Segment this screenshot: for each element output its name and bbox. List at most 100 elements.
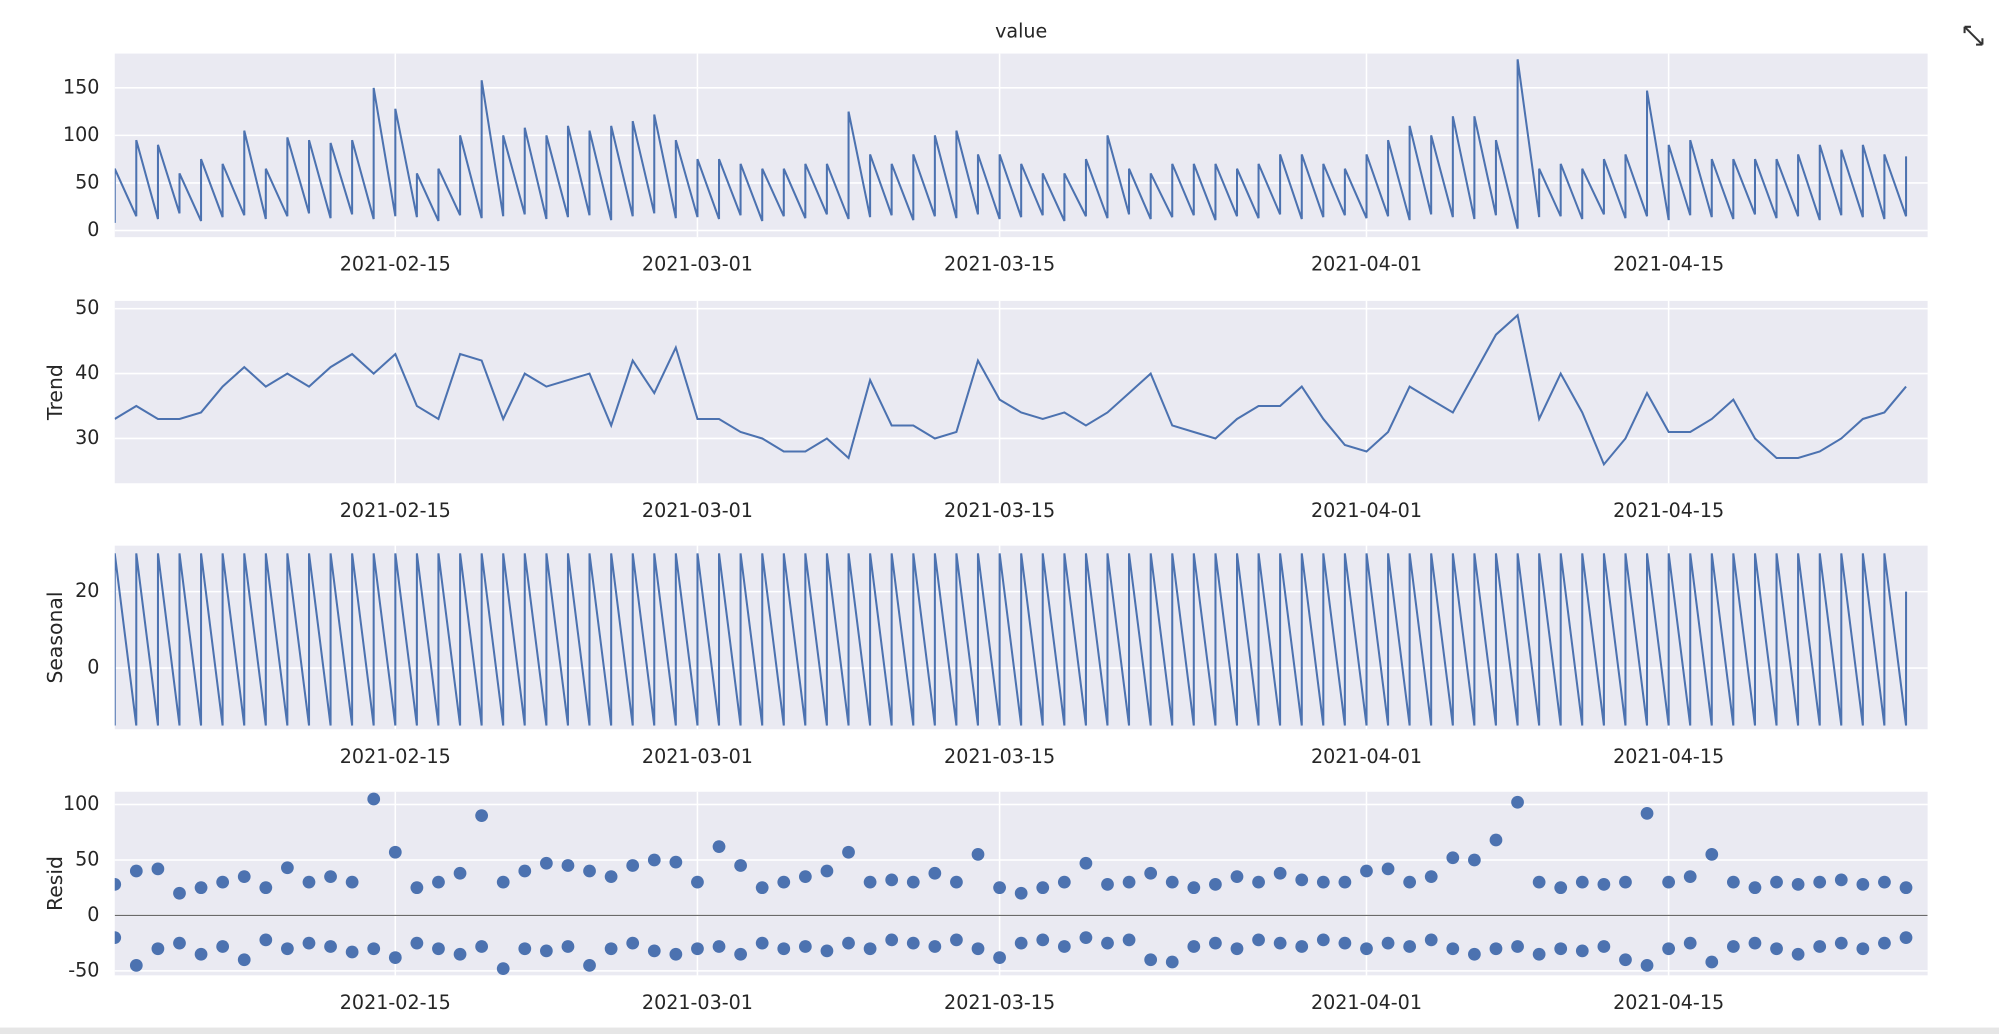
- point: [1403, 875, 1417, 889]
- x-tick-label: 2021-04-01: [1311, 745, 1422, 768]
- point: [885, 933, 899, 947]
- point: [777, 942, 791, 956]
- point: [475, 809, 489, 822]
- point: [281, 942, 294, 956]
- x-tick-label: 2021-04-15: [1613, 991, 1724, 1014]
- point: [1252, 875, 1265, 889]
- point: [1511, 795, 1524, 809]
- point: [324, 940, 337, 953]
- point: [691, 942, 704, 956]
- point: [216, 875, 230, 889]
- point: [388, 845, 402, 859]
- point: [539, 944, 553, 958]
- y-tick-label: 100: [63, 123, 99, 146]
- point: [906, 936, 920, 950]
- point: [1424, 870, 1438, 883]
- point: [1748, 936, 1762, 950]
- point: [1036, 933, 1050, 947]
- point: [1316, 875, 1330, 889]
- point: [1619, 875, 1632, 889]
- point: [755, 881, 769, 895]
- point: [324, 870, 337, 883]
- point: [1187, 940, 1201, 953]
- line: [114, 313, 1907, 467]
- y-tick-label: 0: [87, 656, 99, 679]
- y-tick-label: 150: [63, 75, 99, 98]
- point: [281, 861, 294, 875]
- point: [1834, 873, 1848, 887]
- y-axis-label: Resid: [43, 856, 67, 911]
- point: [734, 859, 747, 872]
- point: [496, 962, 510, 976]
- x-tick-label: 2021-04-15: [1613, 499, 1724, 522]
- point: [151, 862, 165, 876]
- point: [129, 958, 143, 972]
- point: [1316, 933, 1330, 947]
- point: [1446, 851, 1460, 865]
- point: [173, 886, 186, 900]
- point: [1165, 875, 1179, 889]
- point: [1705, 848, 1719, 861]
- point: [561, 859, 575, 872]
- series: [114, 792, 1928, 976]
- point: [216, 940, 230, 953]
- y-axis-label: Seasonal: [43, 591, 67, 683]
- point: [1640, 806, 1654, 820]
- point: [950, 933, 963, 947]
- point: [712, 840, 726, 854]
- point: [971, 942, 985, 956]
- point: [1209, 936, 1222, 950]
- point: [1360, 942, 1373, 956]
- point: [1597, 877, 1611, 891]
- point: [1381, 862, 1395, 876]
- point: [906, 875, 920, 889]
- bottom-bar: [0, 1027, 1999, 1034]
- point: [1273, 936, 1287, 950]
- point: [993, 881, 1006, 895]
- point: [432, 942, 445, 956]
- point: [798, 940, 812, 953]
- point: [1079, 931, 1093, 944]
- point: [669, 947, 683, 961]
- point: [1446, 942, 1460, 956]
- point: [583, 864, 596, 878]
- y-tick-label: 40: [75, 361, 99, 384]
- point: [583, 958, 596, 972]
- series: [114, 553, 1908, 726]
- point: [114, 877, 122, 891]
- point: [1856, 877, 1870, 891]
- point: [194, 881, 208, 895]
- point: [798, 870, 812, 883]
- point: [1295, 873, 1309, 887]
- point: [1726, 875, 1740, 889]
- x-tick-label: 2021-03-15: [944, 745, 1055, 768]
- point: [1532, 947, 1546, 961]
- point: [1360, 864, 1373, 878]
- point: [1489, 942, 1503, 956]
- point: [1122, 875, 1136, 889]
- point: [1338, 936, 1352, 950]
- point: [626, 859, 640, 872]
- point: [1899, 881, 1913, 895]
- point: [1575, 875, 1589, 889]
- point: [1144, 953, 1158, 967]
- point: [993, 951, 1006, 964]
- point: [302, 875, 316, 889]
- point: [1273, 866, 1287, 880]
- point: [1122, 933, 1136, 947]
- x-tick-label: 2021-02-15: [340, 253, 451, 276]
- point: [518, 942, 532, 956]
- x-tick-label: 2021-02-15: [340, 745, 451, 768]
- point: [1554, 942, 1568, 956]
- expand-icon[interactable]: [1963, 25, 1984, 46]
- point: [453, 866, 467, 880]
- point: [863, 875, 877, 889]
- point: [237, 870, 251, 883]
- point: [1403, 940, 1417, 953]
- point: [1338, 875, 1352, 889]
- point: [669, 855, 683, 869]
- point: [885, 873, 899, 887]
- point: [1791, 877, 1805, 891]
